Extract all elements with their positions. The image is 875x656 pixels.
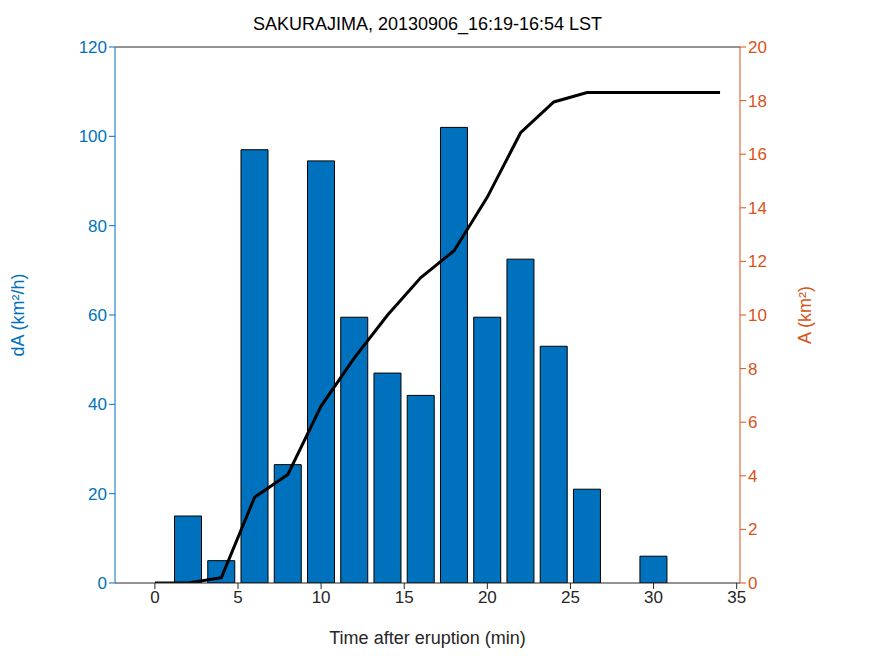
svg-text:80: 80 — [88, 217, 107, 236]
svg-text:100: 100 — [79, 127, 107, 146]
svg-text:12: 12 — [748, 252, 767, 271]
svg-text:25: 25 — [561, 588, 580, 607]
svg-text:18: 18 — [748, 92, 767, 111]
html-text:SAKURAJIMA, 20130906_16:19-16:: SAKURAJIMA, 20130906_16:19-16:54 LST — [252, 14, 603, 34]
svg-text:6: 6 — [748, 413, 757, 432]
svg-text:5: 5 — [233, 588, 242, 607]
svg-text:0: 0 — [748, 574, 757, 593]
svg-text:2: 2 — [748, 520, 757, 539]
svg-text:20: 20 — [88, 485, 107, 504]
svg-text:4: 4 — [748, 467, 757, 486]
svg-text:14: 14 — [748, 199, 767, 218]
svg-text:60: 60 — [88, 306, 107, 325]
svg-text:0: 0 — [98, 574, 107, 593]
svg-text:35: 35 — [727, 588, 746, 607]
svg-text:20: 20 — [748, 38, 767, 57]
svg-text:10: 10 — [748, 306, 767, 325]
svg-text:0: 0 — [150, 588, 159, 607]
svg-text:dA (km²/h): dA (km²/h) — [8, 273, 28, 356]
svg-text:120: 120 — [79, 38, 107, 57]
svg-text:40: 40 — [88, 395, 107, 414]
svg-text:20: 20 — [478, 588, 497, 607]
svg-text:A (km²): A (km²) — [795, 286, 815, 344]
svg-text:15: 15 — [395, 588, 414, 607]
svg-text:30: 30 — [644, 588, 663, 607]
svg-text:Time after eruption (min): Time after eruption (min) — [329, 628, 525, 648]
svg-text:16: 16 — [748, 145, 767, 164]
svg-text:8: 8 — [748, 360, 757, 379]
svg-text:10: 10 — [312, 588, 331, 607]
